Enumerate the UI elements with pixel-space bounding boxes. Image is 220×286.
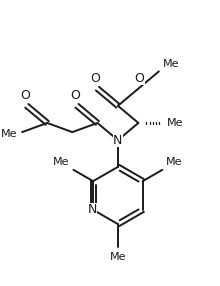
Text: Me: Me [166, 157, 183, 167]
Text: Me: Me [1, 129, 17, 139]
Text: Me: Me [53, 157, 70, 167]
Text: N: N [113, 134, 123, 147]
Text: Me: Me [163, 59, 179, 69]
Text: O: O [20, 89, 30, 102]
Text: N: N [88, 203, 97, 216]
Text: O: O [70, 89, 80, 102]
Text: Me: Me [110, 252, 126, 262]
Text: Me: Me [167, 118, 183, 128]
Text: O: O [134, 72, 144, 85]
Text: O: O [91, 72, 101, 85]
